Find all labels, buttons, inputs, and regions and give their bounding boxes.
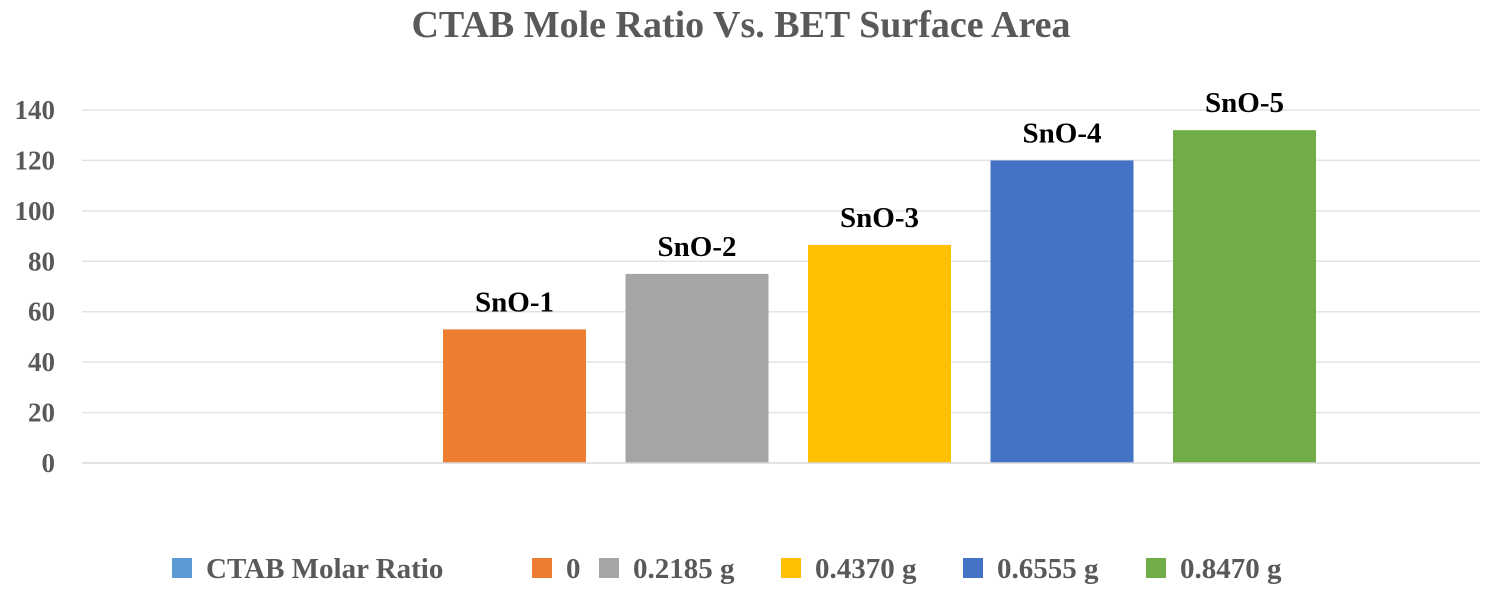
legend-swatch [532, 558, 552, 578]
gridlines [82, 109, 1480, 414]
legend-swatch [963, 558, 983, 578]
data-label: SnO-4 [1023, 117, 1102, 149]
bars [443, 130, 1316, 463]
data-label: SnO-1 [475, 286, 554, 318]
legend-swatch [599, 558, 619, 578]
legend-label: 0.2185 g [633, 553, 735, 585]
y-tick-label: 60 [28, 297, 55, 327]
y-axis-ticks: 0 20 40 60 80 100 120 140 [15, 95, 56, 478]
y-tick-label: 20 [28, 398, 55, 428]
legend-swatch [172, 558, 192, 578]
bar-sno-1 [443, 329, 586, 463]
legend-label: 0.6555 g [997, 553, 1099, 585]
bar-sno-3 [808, 244, 951, 463]
y-tick-label: 120 [15, 145, 56, 175]
data-labels: SnO-1 SnO-2 SnO-3 SnO-4 SnO-5 [475, 87, 1284, 318]
chart-title: CTAB Mole Ratio Vs. BET Surface Area [411, 4, 1070, 46]
legend: CTAB Molar Ratio 0 0.2185 g 0.4370 g 0.6555 … [172, 553, 1282, 585]
bar-sno-4 [990, 160, 1134, 463]
y-tick-label: 0 [42, 448, 56, 478]
data-label: SnO-2 [658, 231, 737, 263]
y-tick-label: 100 [15, 196, 56, 226]
legend-label: 0.8470 g [1180, 553, 1282, 585]
legend-swatch [781, 558, 801, 578]
y-tick-label: 40 [28, 347, 55, 377]
y-tick-label: 140 [15, 95, 56, 125]
legend-label: 0 [566, 553, 581, 585]
bar-sno-5 [1173, 130, 1316, 463]
legend-label: 0.4370 g [815, 553, 917, 585]
bar-sno-2 [625, 273, 769, 463]
data-label: SnO-5 [1205, 87, 1284, 119]
legend-swatch [1146, 558, 1166, 578]
legend-label: CTAB Molar Ratio [206, 553, 443, 585]
data-label: SnO-3 [840, 202, 919, 234]
y-tick-label: 80 [28, 246, 55, 276]
